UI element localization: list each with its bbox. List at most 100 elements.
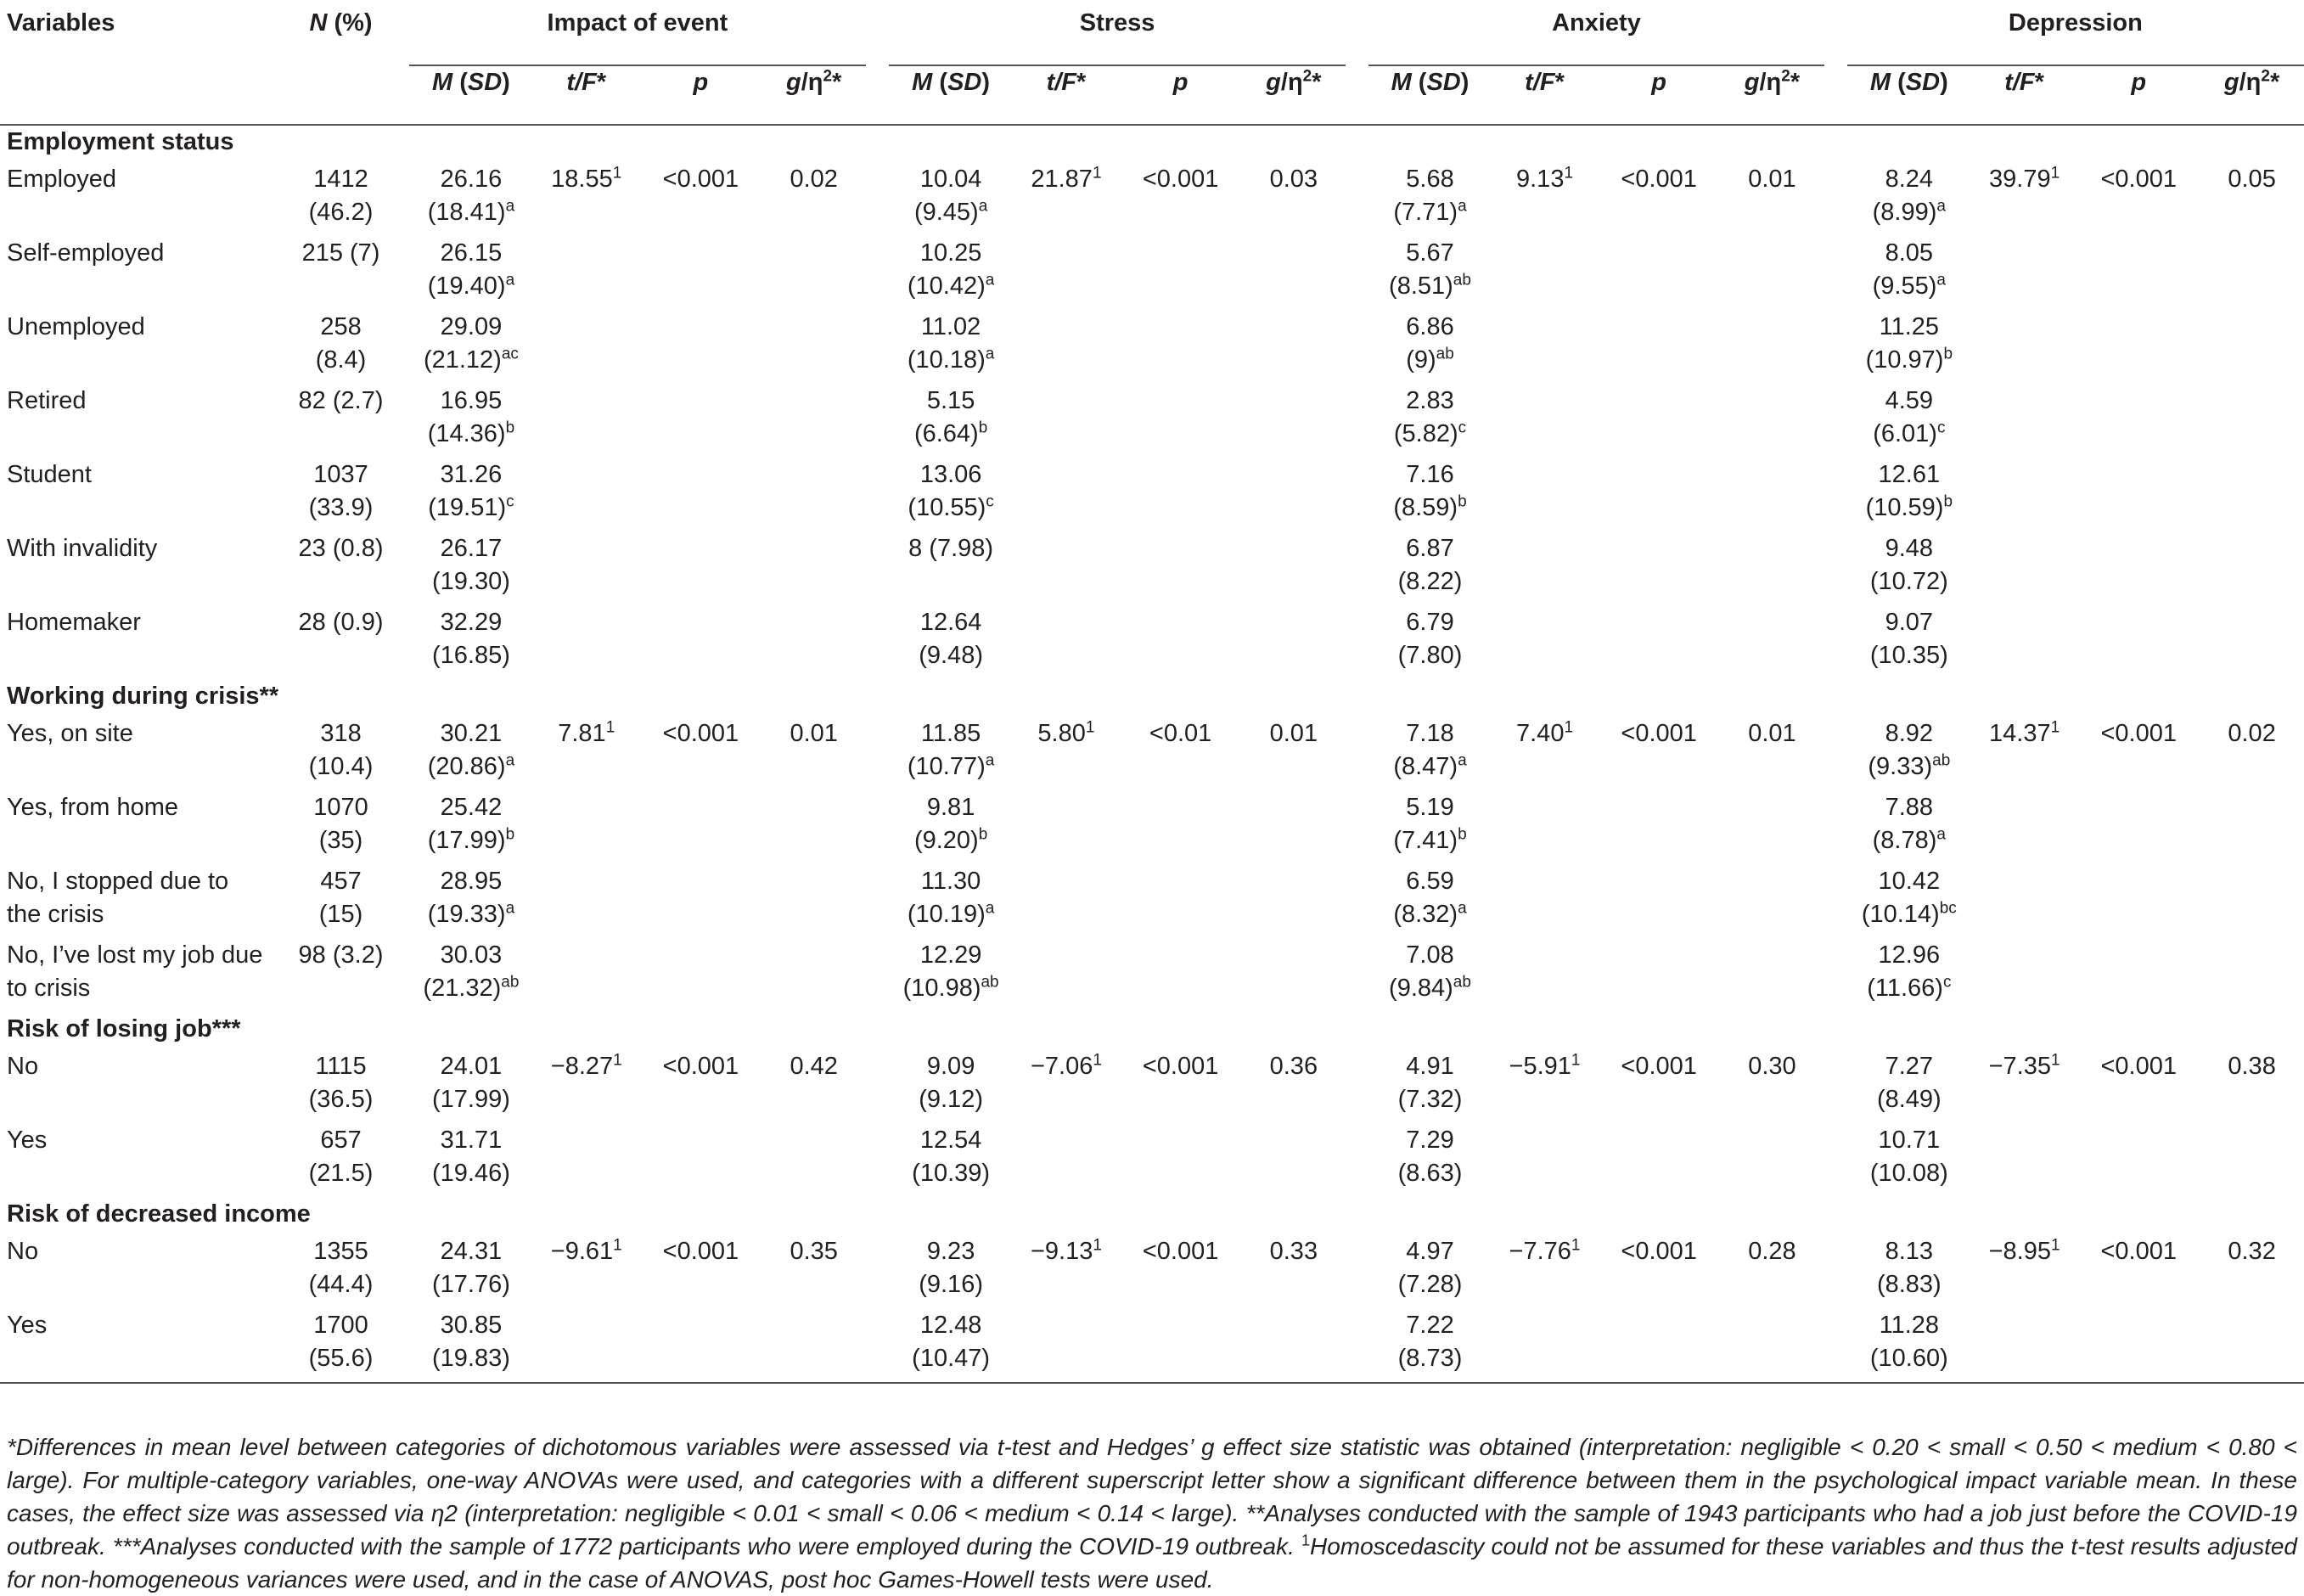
cell-effect-size (2200, 385, 2304, 458)
cell-test-stat: −8.951 (1988, 1236, 2060, 1265)
cell-p-value (639, 1309, 761, 1383)
cell-effect-size (761, 237, 866, 311)
cell-p-value: <0.001 (662, 166, 739, 193)
cell-effect-size (2200, 311, 2304, 385)
header-n: N (%) (309, 9, 373, 37)
cell-mean-sd: 24.31 (17.76) (431, 1238, 510, 1298)
cell-effect-size: 0.03 (1269, 166, 1318, 193)
cell-test-stat (1013, 237, 1119, 311)
gap-cell (866, 1235, 889, 1309)
row-label: No, I stopped due to the crisis (7, 868, 229, 928)
posthoc-superscript: a (1936, 197, 1946, 216)
cell-effect-size (2200, 791, 2304, 865)
posthoc-superscript: a (978, 197, 988, 216)
cell-mean-sd: 4.91 (7.32) (1397, 1053, 1463, 1113)
cell-p-value (2077, 385, 2200, 458)
cell-effect-size: 0.36 (1269, 1053, 1318, 1080)
posthoc-superscript: b (1943, 492, 1953, 511)
cell-mean-sd: 5.67 (8.51)ab (1389, 239, 1471, 300)
gap-cell (1346, 532, 1368, 606)
cell-p-value: <0.001 (1142, 1053, 1219, 1080)
cell-mean-sd: 30.85 (19.83) (431, 1312, 510, 1372)
cell-effect-size: 0.01 (1748, 166, 1796, 193)
cell-p-value (1598, 865, 1720, 939)
gap-cell (1346, 311, 1368, 385)
cell-p-value: <0.01 (1149, 720, 1212, 747)
cell-mean-sd: 11.85 (10.77)a (907, 720, 995, 780)
cell-effect-size (2200, 458, 2304, 532)
row-label: Employed (7, 166, 116, 193)
table-row: Homemaker 28 (0.9) 32.29 (16.85) 12.64 (9.48)… (0, 606, 2304, 680)
cell-effect-size (761, 458, 866, 532)
cell-test-stat (533, 939, 639, 1013)
gap-cell (1824, 458, 1847, 532)
cell-p-value (639, 311, 761, 385)
cell-test-stat: 9.131 (1516, 164, 1574, 193)
posthoc-superscript: b (1943, 345, 1953, 363)
cell-p-value: <0.001 (1142, 166, 1219, 193)
cell-mean-sd: 9.09 (9.12) (919, 1053, 983, 1113)
cell-p-value (1120, 791, 1242, 865)
cell-test-stat (1013, 458, 1119, 532)
cell-test-stat (1492, 458, 1598, 532)
footnote-marker: 1 (613, 1051, 622, 1070)
gap-cell (866, 865, 889, 939)
cell-mean-sd: 12.29 (10.98)ab (902, 941, 999, 1002)
cell-mean-sd: 12.61 (10.59)b (1865, 461, 1953, 521)
cell-p-value: <0.001 (2100, 1053, 2177, 1080)
header-row-sub: M (SD) t/F* p g/η2* M (SD) t/F* p g/η2* M (SD) t/… (0, 65, 2304, 126)
section-title: Working during crisis** (7, 683, 279, 710)
header-variables: Variables (7, 9, 115, 37)
cell-p-value (1598, 939, 1720, 1013)
posthoc-superscript: a (505, 197, 515, 216)
gap-cell (1824, 865, 1847, 939)
cell-mean-sd: 29.09 (21.12)ac (423, 313, 519, 374)
gap-cell (1346, 65, 1369, 126)
cell-effect-size (1720, 458, 1824, 532)
gap-cell (866, 237, 889, 311)
table-row: Employed 1412 (46.2) 26.16 (18.41)a 18.551 <0.… (0, 163, 2304, 237)
posthoc-superscript: b (505, 419, 515, 437)
cell-p-value (2077, 939, 2200, 1013)
cell-mean-sd: 11.30 (10.19)a (907, 868, 995, 928)
cell-test-stat (1013, 1309, 1119, 1383)
cell-p-value (1120, 311, 1242, 385)
row-label: With invalidity (7, 535, 158, 562)
cell-effect-size (761, 385, 866, 458)
cell-mean-sd: 11.02 (10.18)a (907, 313, 995, 374)
cell-effect-size (1242, 237, 1346, 311)
cell-p-value (639, 237, 761, 311)
cell-mean-sd: 13.06 (10.55)c (908, 461, 994, 521)
cell-effect-size (1720, 1309, 1824, 1383)
cell-test-stat (1492, 606, 1598, 680)
cell-mean-sd: 9.07 (10.35) (1869, 609, 1948, 669)
gap-cell (866, 385, 889, 458)
cell-test-stat (1492, 939, 1598, 1013)
cell-p-value (1120, 1309, 1242, 1383)
row-n: 23 (0.8) (298, 535, 384, 562)
section-row: Risk of decreased income (0, 1198, 2304, 1235)
row-n: 1037 (33.9) (308, 461, 374, 521)
subheader-t-f: t/F* (1013, 65, 1120, 126)
cell-mean-sd: 8 (7.98) (908, 535, 994, 562)
subheader-p: p (1598, 65, 1721, 126)
cell-effect-size (1242, 311, 1346, 385)
gap-cell (1346, 1235, 1368, 1309)
cell-mean-sd: 10.04 (9.45)a (913, 166, 988, 226)
cell-mean-sd: 8.24 (8.99)a (1872, 166, 1946, 226)
cell-effect-size: 0.01 (1748, 720, 1796, 747)
cell-p-value (2077, 311, 2200, 385)
cell-p-value (639, 791, 761, 865)
gap-cell (866, 1050, 889, 1124)
cell-test-stat (1013, 939, 1119, 1013)
cell-mean-sd: 9.23 (9.16) (919, 1238, 983, 1298)
cell-p-value (639, 458, 761, 532)
gap-cell (866, 1309, 889, 1383)
cell-test-stat (533, 1124, 639, 1198)
gap-cell (1824, 1235, 1847, 1309)
cell-p-value (1598, 311, 1720, 385)
posthoc-superscript: a (1458, 197, 1467, 216)
cell-test-stat (1492, 532, 1598, 606)
gap-cell (866, 532, 889, 606)
cell-effect-size (1720, 237, 1824, 311)
